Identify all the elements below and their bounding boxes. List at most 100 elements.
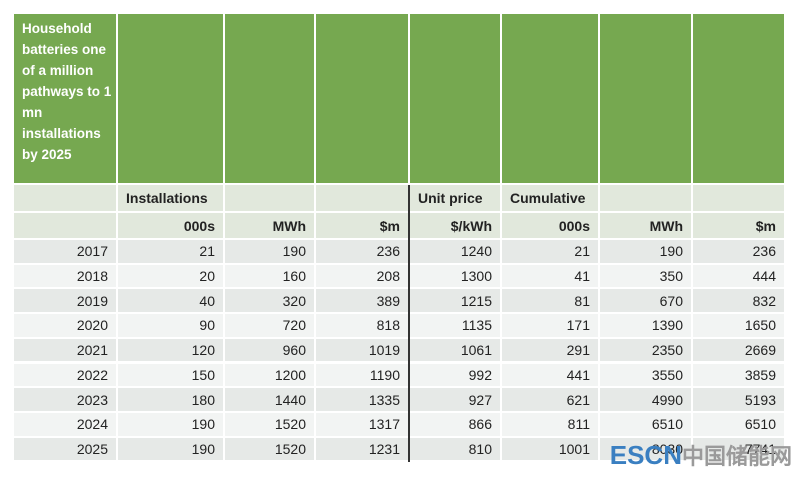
table-cell: 810 [410, 437, 502, 463]
table-cell: 171 [502, 314, 600, 339]
group-header: Cumulative [502, 185, 600, 213]
table-cell: 960 [225, 338, 316, 364]
table-cell: 5193 [693, 388, 786, 413]
table-cell: 7741 [693, 437, 786, 463]
header-cell [693, 185, 786, 213]
watermark: ESCN中国储能网 [610, 439, 792, 471]
header-cell [225, 14, 316, 185]
header-cell [316, 14, 410, 185]
header-cell [14, 14, 118, 185]
header-cell [225, 185, 316, 213]
table-cell: 389 [316, 289, 410, 315]
row-year: 2020 [14, 314, 118, 339]
unit-header: $m [693, 213, 786, 240]
table-cell: 320 [225, 289, 316, 315]
row-year: 2021 [14, 338, 118, 364]
table-cell: 1231 [316, 437, 410, 463]
header-cell [410, 14, 502, 185]
table-cell: 1300 [410, 264, 502, 290]
table-cell: 2350 [600, 338, 693, 364]
header-cell [14, 213, 118, 240]
unit-header: 000s [118, 213, 225, 240]
table-cell: 3859 [693, 363, 786, 389]
table-cell: 6510 [600, 412, 693, 438]
header-cell [693, 14, 786, 185]
table-cell: 444 [693, 264, 786, 290]
table-cell: 1317 [316, 412, 410, 438]
watermark-brand: ESCN [609, 440, 682, 470]
table-cell: 190 [225, 240, 316, 265]
watermark-site: 中国储能网 [681, 444, 792, 469]
table-cell: 180 [118, 388, 225, 413]
table-cell: 40 [118, 289, 225, 315]
table-cell: 350 [600, 264, 693, 290]
table-cell: 1190 [316, 363, 410, 389]
table-cell: 866 [410, 412, 502, 438]
table-cell: 1019 [316, 338, 410, 364]
table-cell: 832 [693, 289, 786, 315]
table-cell: 1650 [693, 314, 786, 339]
row-year: 2018 [14, 264, 118, 290]
table-cell: 208 [316, 264, 410, 290]
table-cell: 21 [118, 240, 225, 265]
table-cell: 1520 [225, 437, 316, 463]
table-cell: 441 [502, 363, 600, 389]
table-cell: 1215 [410, 289, 502, 315]
table-cell: 621 [502, 388, 600, 413]
table-cell: 1520 [225, 412, 316, 438]
table-cell: 992 [410, 363, 502, 389]
table-cell: 1440 [225, 388, 316, 413]
table-cell: 150 [118, 363, 225, 389]
table-cell: 20 [118, 264, 225, 290]
table-cell: 120 [118, 338, 225, 364]
table-cell: 1001 [502, 437, 600, 463]
header-cell [600, 185, 693, 213]
table-cell: 1200 [225, 363, 316, 389]
table-cell: 190 [600, 240, 693, 265]
table-cell: 811 [502, 412, 600, 438]
table-cell: 818 [316, 314, 410, 339]
table-cell: 21 [502, 240, 600, 265]
unit-header: MWh [600, 213, 693, 240]
row-year: 2022 [14, 363, 118, 389]
table-cell: 41 [502, 264, 600, 290]
table-cell: 670 [600, 289, 693, 315]
table-cell: 3550 [600, 363, 693, 389]
row-year: 2019 [14, 289, 118, 315]
unit-header: $m [316, 213, 410, 240]
table-cell: 291 [502, 338, 600, 364]
table-cell: 4990 [600, 388, 693, 413]
header-cell [600, 14, 693, 185]
table-cell: 1335 [316, 388, 410, 413]
header-cell [118, 14, 225, 185]
table-cell: 90 [118, 314, 225, 339]
row-year: 2023 [14, 388, 118, 413]
header-cell [316, 185, 410, 213]
table-cell: 236 [693, 240, 786, 265]
row-year: 2017 [14, 240, 118, 265]
table-cell: 1061 [410, 338, 502, 364]
header-cell [502, 14, 600, 185]
table-cell: 8030 [600, 437, 693, 463]
header-cell [14, 185, 118, 213]
table-cell: 1240 [410, 240, 502, 265]
row-year: 2025 [14, 437, 118, 463]
table-cell: 160 [225, 264, 316, 290]
table-cell: 1390 [600, 314, 693, 339]
row-year: 2024 [14, 412, 118, 438]
table-cell: 81 [502, 289, 600, 315]
column-divider [408, 185, 410, 462]
group-header: Unit price [410, 185, 502, 213]
table-cell: 1135 [410, 314, 502, 339]
table-cell: 927 [410, 388, 502, 413]
table-title: Household batteries one of a million pat… [22, 21, 112, 162]
table-cell: 6510 [693, 412, 786, 438]
unit-header: $/kWh [410, 213, 502, 240]
unit-header: 000s [502, 213, 600, 240]
table-cell: 190 [118, 437, 225, 463]
table-cell: 236 [316, 240, 410, 265]
table-cell: 2669 [693, 338, 786, 364]
group-header: Installations [118, 185, 225, 213]
table-cell: 720 [225, 314, 316, 339]
